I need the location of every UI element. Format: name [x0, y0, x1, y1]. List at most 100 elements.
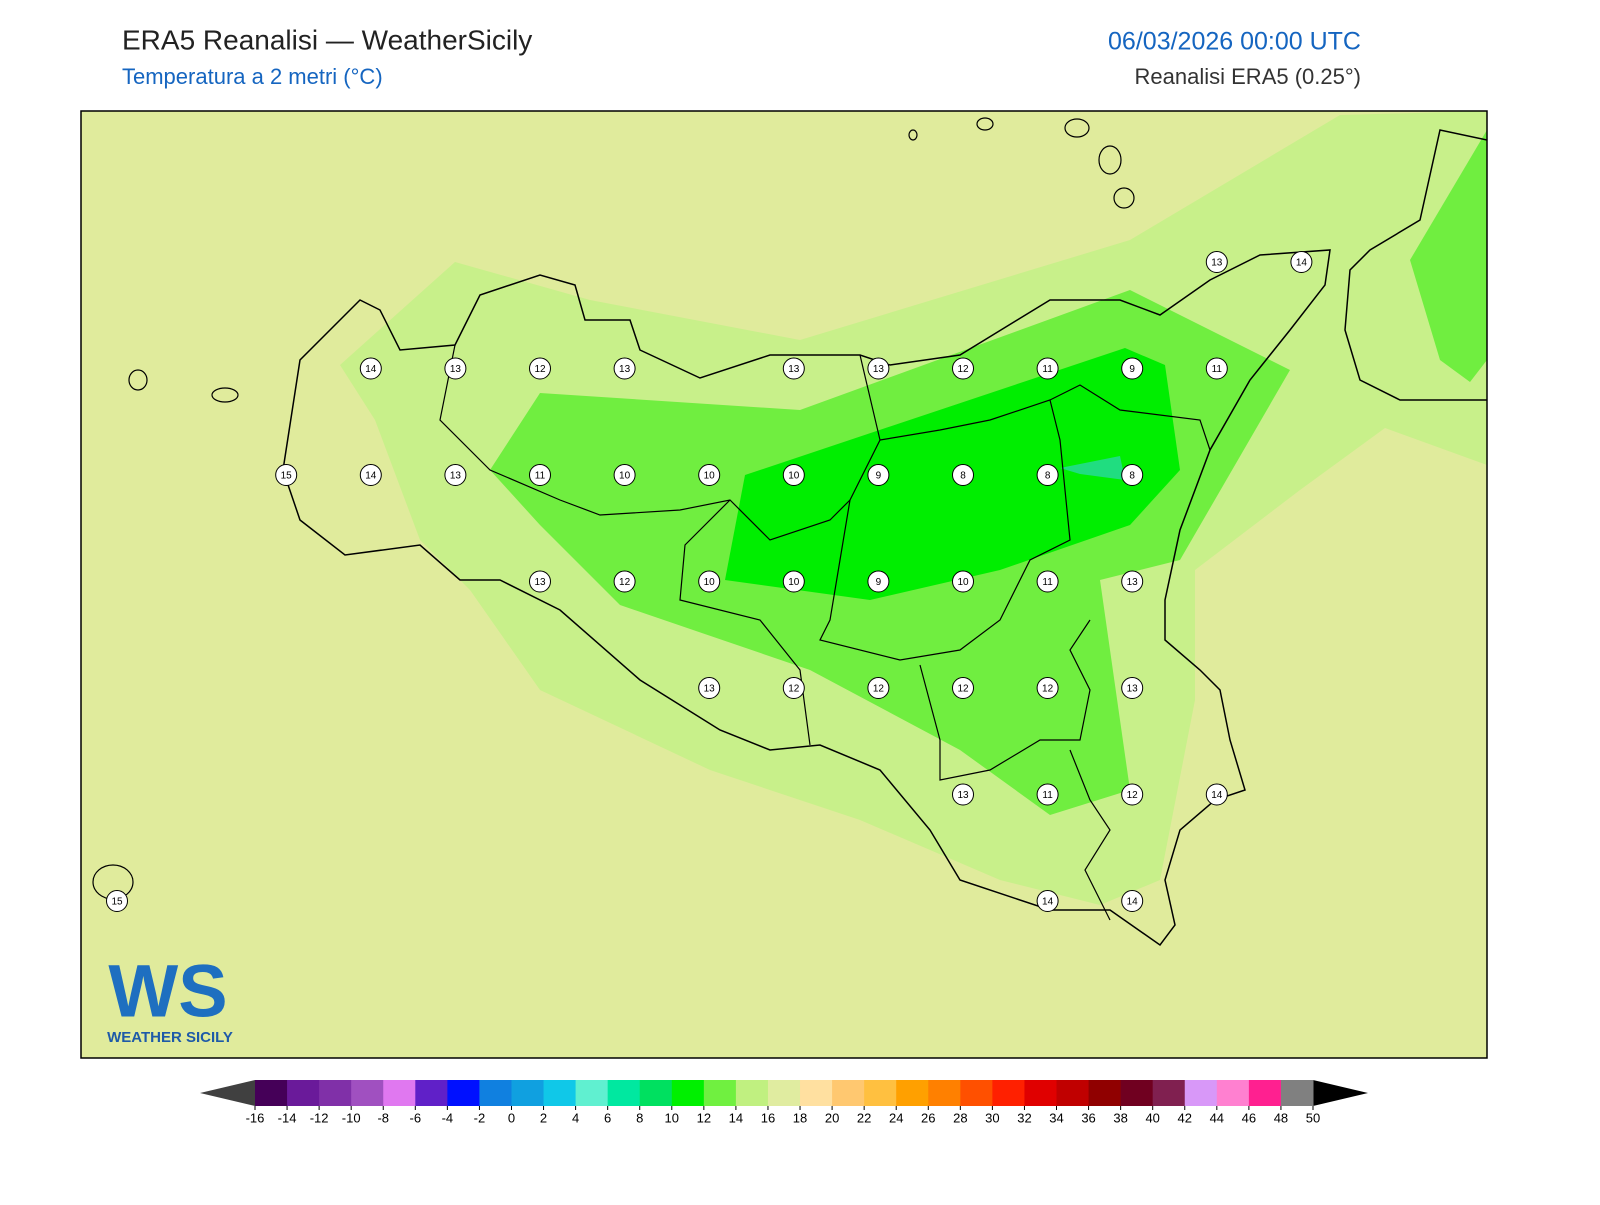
- colorbar-label: 20: [825, 1110, 839, 1125]
- colorbar-label: 10: [665, 1110, 679, 1125]
- station-value: 14: [1042, 897, 1054, 908]
- colorbar-bin: [319, 1080, 352, 1106]
- colorbar-label: 22: [857, 1110, 871, 1125]
- colorbar-bin: [607, 1080, 641, 1106]
- colorbar-label: 30: [985, 1110, 999, 1125]
- colorbar-label: 50: [1306, 1110, 1320, 1125]
- station-marker: [782, 357, 805, 380]
- colorbar-label: 44: [1210, 1110, 1224, 1125]
- colorbar-label: -10: [342, 1110, 361, 1125]
- station-marker: [867, 677, 890, 699]
- colorbar-bin: [1216, 1080, 1250, 1106]
- colorbar-label: -4: [442, 1110, 454, 1125]
- station-value: 12: [619, 577, 631, 588]
- station-marker: [529, 357, 551, 380]
- map-frame: [80, 110, 1488, 1059]
- colorbar-under: [200, 1080, 255, 1106]
- station-value: 8: [960, 471, 966, 482]
- station-marker: [782, 570, 805, 593]
- title: ERA5 Reanalisi — WeatherSicily: [122, 24, 532, 55]
- station-value: 13: [704, 684, 716, 695]
- station-value: 13: [1127, 684, 1139, 695]
- station-marker: [613, 357, 636, 380]
- colorbar-label: 36: [1081, 1110, 1095, 1125]
- colorbar-label: 28: [953, 1110, 967, 1125]
- colorbar-over: [1313, 1080, 1368, 1106]
- contour: [1410, 130, 1487, 382]
- station-marker: [1121, 890, 1144, 912]
- station-marker: [1036, 570, 1059, 593]
- source: Reanalisi ERA5 (0.25°): [1135, 64, 1361, 89]
- station-value: 12: [534, 364, 546, 375]
- datetime: 06/03/2026 00:00 UTC: [1108, 28, 1361, 56]
- colorbar-bin: [896, 1080, 929, 1106]
- station-marker: [106, 890, 128, 912]
- colorbar-bin: [832, 1080, 865, 1106]
- station-marker: [952, 677, 974, 699]
- map: 13 14 14 13 12 13 13 13 12 11 9 11 15 14 13 11 10 10 10 9 8 8…: [81, 111, 1487, 1058]
- station-marker: [867, 464, 890, 486]
- station-value: 12: [788, 684, 800, 695]
- colorbar-bin: [511, 1080, 545, 1106]
- colorbar-bin: [383, 1080, 416, 1106]
- colorbar-bin: [1248, 1080, 1282, 1106]
- station-value: 13: [619, 364, 631, 375]
- station-marker: [529, 570, 551, 593]
- colorbar-bin: [960, 1080, 993, 1106]
- station-value: 13: [873, 364, 885, 375]
- stations: 13 14 14 13 12 13 13 13 12 11 9 11 15 14 13 11 10 10 10 9 8 8…: [106, 251, 1313, 912]
- station-value: 10: [619, 471, 631, 482]
- coastline: [282, 249, 1331, 947]
- station-marker: [444, 464, 467, 486]
- station-value: 10: [704, 471, 716, 482]
- coastline: [1344, 129, 1487, 401]
- colorbar-bin: [767, 1080, 801, 1106]
- province-border: [819, 399, 1071, 661]
- colorbar-label: -6: [410, 1110, 422, 1125]
- station-value: 14: [365, 471, 377, 482]
- station-value: 12: [1042, 684, 1054, 695]
- station-marker: [952, 570, 974, 593]
- station-value: 10: [704, 577, 716, 588]
- station-value: 15: [281, 471, 293, 482]
- station-marker: [1205, 251, 1228, 273]
- colorbar-label: 6: [604, 1110, 611, 1125]
- island: [908, 129, 918, 141]
- colorbar-bin: [415, 1080, 448, 1106]
- station-marker: [952, 357, 974, 380]
- station-value: 13: [1127, 577, 1139, 588]
- station-value: 13: [1211, 258, 1223, 269]
- colorbar-label: 2: [540, 1110, 547, 1125]
- colorbar-bin: [864, 1080, 897, 1106]
- station-value: 13: [788, 364, 800, 375]
- colorbar-bin: [479, 1080, 512, 1106]
- colorbar-bin: [671, 1080, 705, 1106]
- island: [1113, 187, 1135, 209]
- colorbar-bin: [639, 1080, 673, 1106]
- colorbar-label: 14: [729, 1110, 743, 1125]
- station-marker: [782, 464, 805, 486]
- colorbar-bin: [1056, 1080, 1090, 1106]
- colorbar-bin: [287, 1080, 320, 1106]
- station-marker: [1036, 464, 1059, 486]
- colorbar-label: 18: [793, 1110, 807, 1125]
- colorbar-bin: [575, 1080, 609, 1106]
- station-marker: [1036, 357, 1059, 380]
- station-value: 15: [111, 897, 123, 908]
- colorbar-label: 40: [1145, 1110, 1159, 1125]
- station-marker: [275, 464, 298, 486]
- colorbar-bin: [1088, 1080, 1122, 1106]
- station-value: 12: [957, 684, 969, 695]
- colorbar-label: -2: [474, 1110, 486, 1125]
- colorbar-label: 12: [697, 1110, 711, 1125]
- station-marker: [1121, 677, 1144, 699]
- colorbar-bin: [1184, 1080, 1218, 1106]
- station-marker: [1121, 783, 1144, 806]
- station-marker: [952, 783, 974, 806]
- colorbar-label: 8: [636, 1110, 643, 1125]
- station-value: 9: [1129, 364, 1135, 375]
- province-border: [1069, 749, 1111, 921]
- colorbar-bin: [800, 1080, 833, 1106]
- station-value: 11: [1042, 364, 1053, 375]
